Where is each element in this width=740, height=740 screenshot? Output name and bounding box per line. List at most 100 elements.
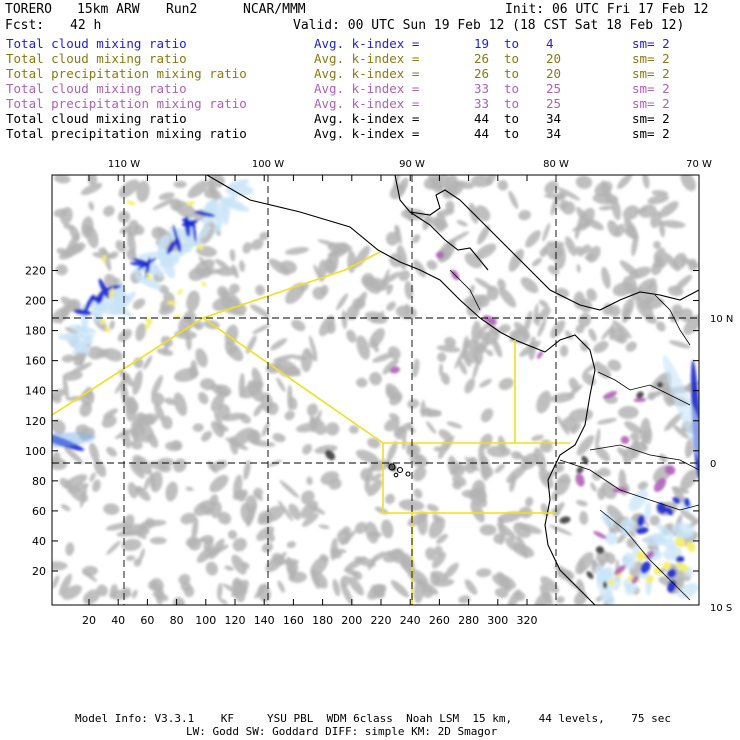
legend-field-name: Total cloud mixing ratio: [6, 36, 187, 51]
grid-lines: [52, 175, 699, 605]
coastline: [206, 175, 699, 605]
longitude-label: 110 W: [108, 159, 140, 170]
x-tick-label: 20: [82, 614, 96, 627]
legend-row: Total cloud mixing ratio Avg. k-index = 19…: [6, 36, 726, 51]
y-tick-label: 20: [32, 565, 46, 578]
legend-to-value: 4: [546, 36, 554, 51]
legend-avg-label: Avg. k-index =: [314, 111, 420, 126]
legend-to-word: to: [504, 96, 520, 111]
x-tick-label: 80: [170, 614, 184, 627]
legend-to-word: to: [504, 81, 520, 96]
legend-row: Total cloud mixing ratio Avg. k-index = 44…: [6, 111, 726, 126]
legend: Total cloud mixing ratio Avg. k-index = 19…: [0, 36, 740, 146]
valid-time: Valid: 00 UTC Sun 19 Feb 12 (18 CST Sat …: [293, 18, 685, 33]
plot-frame: [51, 174, 700, 606]
legend-to-value: 25: [546, 81, 562, 96]
y-tick-label: 160: [25, 355, 46, 368]
longitude-label: 100 W: [252, 159, 284, 170]
legend-from-value: 33: [474, 81, 490, 96]
legend-to-value: 34: [546, 111, 562, 126]
legend-avg-label: Avg. k-index =: [314, 96, 420, 111]
y-tick-label: 120: [25, 415, 46, 428]
model-name: TORERO: [5, 2, 52, 17]
x-tick-label: 260: [429, 614, 450, 627]
model-info-line: Model Info: V3.3.1 KF YSU PBL WDM 6class…: [75, 712, 672, 725]
legend-smoothing: sm= 2: [632, 36, 670, 51]
legend-row: Total precipitation mixing ratio Avg. k-i…: [6, 66, 726, 81]
legend-to-word: to: [504, 111, 520, 126]
x-tick-label: 280: [458, 614, 479, 627]
longitude-label: 90 W: [399, 159, 425, 170]
legend-from-value: 26: [474, 51, 490, 66]
x-tick-label: 60: [140, 614, 154, 627]
x-tick-label: 180: [312, 614, 333, 627]
legend-smoothing: sm= 2: [632, 96, 670, 111]
legend-to-value: 34: [546, 126, 562, 141]
model-resolution: 15km ARW: [77, 2, 140, 17]
org-label: NCAR/MMM: [243, 2, 306, 17]
legend-field-name: Total cloud mixing ratio: [6, 111, 187, 126]
legend-smoothing: sm= 2: [632, 111, 670, 126]
legend-field-name: Total precipitation mixing ratio: [6, 126, 247, 141]
legend-to-word: to: [504, 66, 520, 81]
x-tick-label: 300: [487, 614, 508, 627]
legend-to-word: to: [504, 36, 520, 51]
legend-avg-label: Avg. k-index =: [314, 36, 420, 51]
x-tick-label: 240: [400, 614, 421, 627]
physics-info-line: LW: Godd SW: Goddard DIFF: simple KM: 2D…: [186, 725, 498, 738]
forecast-label: Fcst:: [5, 18, 45, 33]
y-tick-label: 40: [32, 535, 46, 548]
legend-avg-label: Avg. k-index =: [314, 66, 420, 81]
legend-field-name: Total precipitation mixing ratio: [6, 96, 247, 111]
x-tick-label: 220: [371, 614, 392, 627]
longitude-label: 70 W: [686, 159, 712, 170]
legend-to-value: 25: [546, 96, 562, 111]
legend-smoothing: sm= 2: [632, 51, 670, 66]
y-tick-label: 200: [25, 295, 46, 308]
run-label: Run2: [166, 2, 198, 17]
legend-from-value: 26: [474, 66, 490, 81]
legend-smoothing: sm= 2: [632, 81, 670, 96]
x-tick-label: 160: [283, 614, 304, 627]
legend-from-value: 44: [474, 111, 490, 126]
y-tick-label: 100: [25, 445, 46, 458]
y-tick-label: 60: [32, 505, 46, 518]
x-tick-label: 200: [341, 614, 362, 627]
legend-avg-label: Avg. k-index =: [314, 126, 420, 141]
legend-smoothing: sm= 2: [632, 66, 670, 81]
legend-from-value: 33: [474, 96, 490, 111]
y-tick-label: 80: [32, 475, 46, 488]
x-tick-label: 140: [254, 614, 275, 627]
legend-to-value: 20: [546, 66, 562, 81]
y-tick-label: 180: [25, 325, 46, 338]
legend-avg-label: Avg. k-index =: [314, 51, 420, 66]
forecast-hour: 42 h: [70, 18, 102, 33]
longitude-label: 80 W: [543, 159, 569, 170]
legend-from-value: 44: [474, 126, 490, 141]
latitude-label: 10 S: [710, 603, 732, 614]
x-tick-label: 40: [111, 614, 125, 627]
latitude-label: 10 N: [710, 314, 733, 325]
legend-avg-label: Avg. k-index =: [314, 81, 420, 96]
legend-smoothing: sm= 2: [632, 126, 670, 141]
latitude-label: 0: [710, 459, 716, 470]
init-time: Init: 06 UTC Fri 17 Feb 12: [505, 2, 709, 17]
legend-field-name: Total precipitation mixing ratio: [6, 66, 247, 81]
legend-field-name: Total cloud mixing ratio: [6, 51, 187, 66]
x-tick-label: 100: [195, 614, 216, 627]
legend-to-word: to: [504, 51, 520, 66]
legend-field-name: Total cloud mixing ratio: [6, 81, 187, 96]
legend-row: Total cloud mixing ratio Avg. k-index = 26…: [6, 51, 726, 66]
legend-row: Total cloud mixing ratio Avg. k-index = 33…: [6, 81, 726, 96]
legend-row: Total precipitation mixing ratio Avg. k-i…: [6, 96, 726, 111]
legend-to-value: 20: [546, 51, 562, 66]
x-tick-label: 120: [225, 614, 246, 627]
legend-row: Total precipitation mixing ratio Avg. k-i…: [6, 126, 726, 141]
legend-from-value: 19: [474, 36, 490, 51]
cloud-field: [52, 175, 699, 605]
x-tick-label: 320: [517, 614, 538, 627]
y-tick-label: 220: [25, 265, 46, 278]
legend-to-word: to: [504, 126, 520, 141]
y-tick-label: 140: [25, 385, 46, 398]
